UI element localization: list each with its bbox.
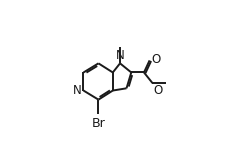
Text: O: O <box>151 53 160 66</box>
Text: Br: Br <box>91 117 105 130</box>
Text: N: N <box>116 49 125 62</box>
Text: N: N <box>73 84 81 97</box>
Text: O: O <box>154 84 163 97</box>
